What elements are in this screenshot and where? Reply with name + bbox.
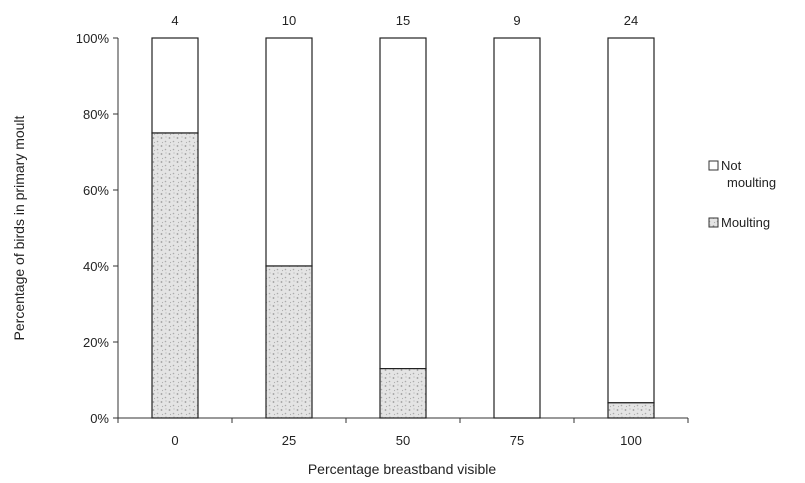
legend: Not moulting Moulting (708, 158, 776, 230)
bar-not-moulting (151, 37, 199, 134)
bar-count-label: 10 (282, 13, 296, 28)
y-tick-label: 20% (83, 335, 109, 350)
legend-label-not-moulting-line1: Not (721, 158, 742, 173)
x-axis-title: Percentage breastband visible (308, 461, 497, 477)
x-tick-label: 100 (620, 433, 642, 448)
y-axis-title: Percentage of birds in primary moult (11, 115, 27, 340)
bar-count-labels: 4 10 15 9 24 (171, 13, 638, 28)
bar-moulting (265, 265, 313, 419)
y-tick-label: 40% (83, 259, 109, 274)
bar-moulting (151, 132, 199, 419)
bar-not-moulting (379, 37, 427, 370)
bar-count-label: 9 (513, 13, 520, 28)
y-axis: 0% 20% 40% 60% 80% 100% (76, 31, 119, 426)
x-tick-label: 75 (510, 433, 524, 448)
y-tick-label: 80% (83, 107, 109, 122)
x-tick-label: 0 (171, 433, 178, 448)
x-axis: 0 25 50 75 100 (117, 417, 689, 448)
bars (151, 37, 655, 419)
legend-label-not-moulting-line2: moulting (727, 175, 776, 190)
bar-count-label: 24 (624, 13, 638, 28)
y-tick-label: 100% (76, 31, 110, 46)
bar-count-label: 15 (396, 13, 410, 28)
y-tick-label: 60% (83, 183, 109, 198)
x-tick-label: 50 (396, 433, 410, 448)
bar-not-moulting (265, 37, 313, 267)
bar-moulting (379, 368, 427, 419)
x-tick-label: 25 (282, 433, 296, 448)
bar-not-moulting (607, 37, 655, 404)
legend-swatch-not-moulting (708, 160, 719, 171)
y-tick-label: 0% (90, 411, 109, 426)
legend-swatch-moulting (708, 217, 719, 228)
bar-moulting (607, 402, 655, 419)
bar-count-label: 4 (171, 13, 178, 28)
bar-not-moulting (493, 37, 541, 419)
legend-label-moulting: Moulting (721, 215, 770, 230)
